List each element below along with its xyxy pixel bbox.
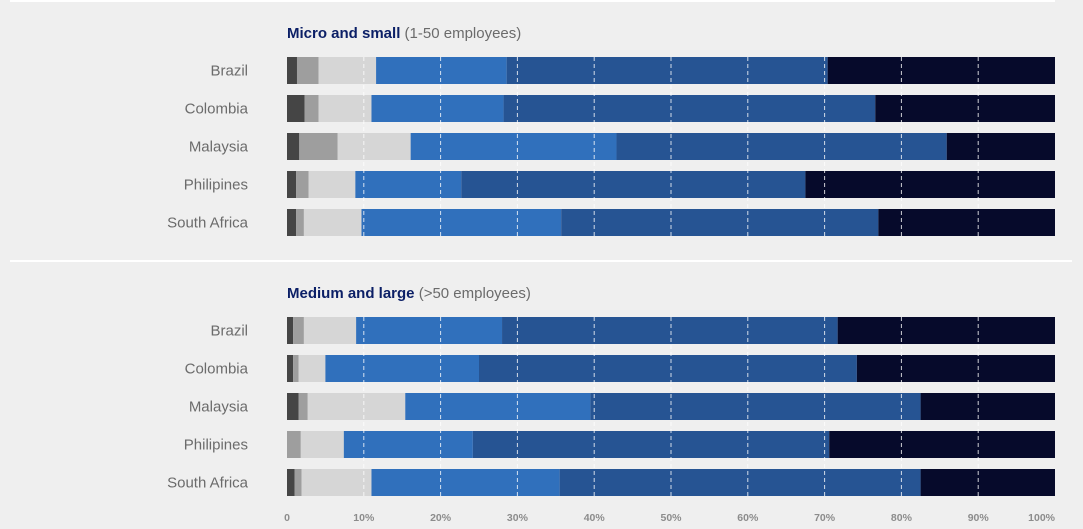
- x-tick-label: 90%: [968, 512, 990, 524]
- bar-segment: [355, 171, 462, 198]
- category-labels-layer: Brazil Colombia Malaysia Philipines South Af…: [167, 63, 249, 492]
- x-tick-label: 40%: [584, 512, 606, 524]
- bar-segment: [287, 57, 297, 84]
- bar-segment: [410, 133, 617, 160]
- bar-segment: [837, 317, 1055, 344]
- bar-segment: [920, 469, 1055, 496]
- bar-segment: [300, 431, 344, 458]
- bar-segment: [405, 393, 591, 420]
- category-label: South Africa: [167, 475, 249, 492]
- bar-segment: [287, 133, 300, 160]
- bar-segment: [296, 171, 309, 198]
- bar-segment: [805, 171, 1055, 198]
- bar-segment: [287, 393, 299, 420]
- category-label: Brazil: [210, 63, 248, 80]
- bars-layer: [287, 57, 1055, 496]
- bar-segment: [325, 355, 479, 382]
- bar-segment: [307, 393, 406, 420]
- bar-segment: [506, 57, 828, 84]
- x-tick-label: 10%: [353, 512, 375, 524]
- bar-segment: [287, 209, 297, 236]
- bar-segment: [356, 317, 503, 344]
- x-tick-label: 100%: [1028, 512, 1056, 524]
- bar-segment: [298, 393, 308, 420]
- bar-segment: [590, 393, 921, 420]
- category-label: Philipines: [184, 437, 248, 454]
- bar-segment: [472, 431, 830, 458]
- bar-segment: [304, 95, 319, 122]
- x-tick-label: 80%: [891, 512, 913, 524]
- bar-segment: [829, 431, 1055, 458]
- bar-segment: [827, 57, 1055, 84]
- bar-segment: [920, 393, 1055, 420]
- bar-segment: [287, 431, 301, 458]
- bar-segment: [298, 355, 326, 382]
- bar-segment: [318, 57, 377, 84]
- bar-segment: [479, 355, 857, 382]
- category-label: Colombia: [185, 101, 249, 118]
- gridlines-layer: [363, 57, 979, 496]
- bar-segment: [287, 95, 305, 122]
- bar-segment: [371, 469, 560, 496]
- bar-segment: [361, 209, 562, 236]
- x-tick-label: 0: [284, 512, 290, 524]
- bar-segment: [287, 317, 294, 344]
- bar-segment: [371, 95, 504, 122]
- bar-segment: [875, 95, 1055, 122]
- x-tick-label: 50%: [660, 512, 682, 524]
- category-label: South Africa: [167, 215, 249, 232]
- category-label: Brazil: [210, 323, 248, 340]
- category-label: Colombia: [185, 361, 249, 378]
- bar-segment: [299, 133, 338, 160]
- bar-segment: [301, 469, 372, 496]
- bar-segment: [287, 355, 294, 382]
- bar-segment: [303, 317, 357, 344]
- bar-segment: [503, 95, 876, 122]
- bar-segment: [308, 171, 356, 198]
- bar-segment: [293, 317, 304, 344]
- x-tick-label: 60%: [737, 512, 759, 524]
- bar-segment: [561, 209, 879, 236]
- bar-segment: [616, 133, 947, 160]
- bar-segment: [293, 355, 299, 382]
- bar-segment: [856, 355, 1055, 382]
- bar-segment: [296, 209, 304, 236]
- bar-segment: [296, 57, 319, 84]
- panel-2-title: Medium and large (>50 employees): [287, 285, 531, 302]
- category-label: Philipines: [184, 177, 248, 194]
- bar-segment: [337, 133, 411, 160]
- bar-segment: [502, 317, 838, 344]
- x-axis-ticks: 0 10% 20% 30% 40% 50% 60% 70% 80% 90% 100%: [284, 512, 1056, 524]
- bar-segment: [878, 209, 1055, 236]
- bar-segment: [287, 171, 297, 198]
- bar-segment: [303, 209, 362, 236]
- bar-segment: [287, 469, 295, 496]
- bar-segment: [343, 431, 473, 458]
- category-label: Malaysia: [189, 139, 249, 156]
- bar-segment: [559, 469, 921, 496]
- bar-segment: [461, 171, 806, 198]
- panel-1-title: Micro and small (1-50 employees): [287, 25, 521, 42]
- bar-segment: [946, 133, 1055, 160]
- x-tick-label: 70%: [814, 512, 836, 524]
- bar-segment: [376, 57, 507, 84]
- x-tick-label: 30%: [507, 512, 529, 524]
- x-tick-label: 20%: [430, 512, 452, 524]
- bar-segment: [294, 469, 302, 496]
- category-label: Malaysia: [189, 399, 249, 416]
- bar-segment: [318, 95, 372, 122]
